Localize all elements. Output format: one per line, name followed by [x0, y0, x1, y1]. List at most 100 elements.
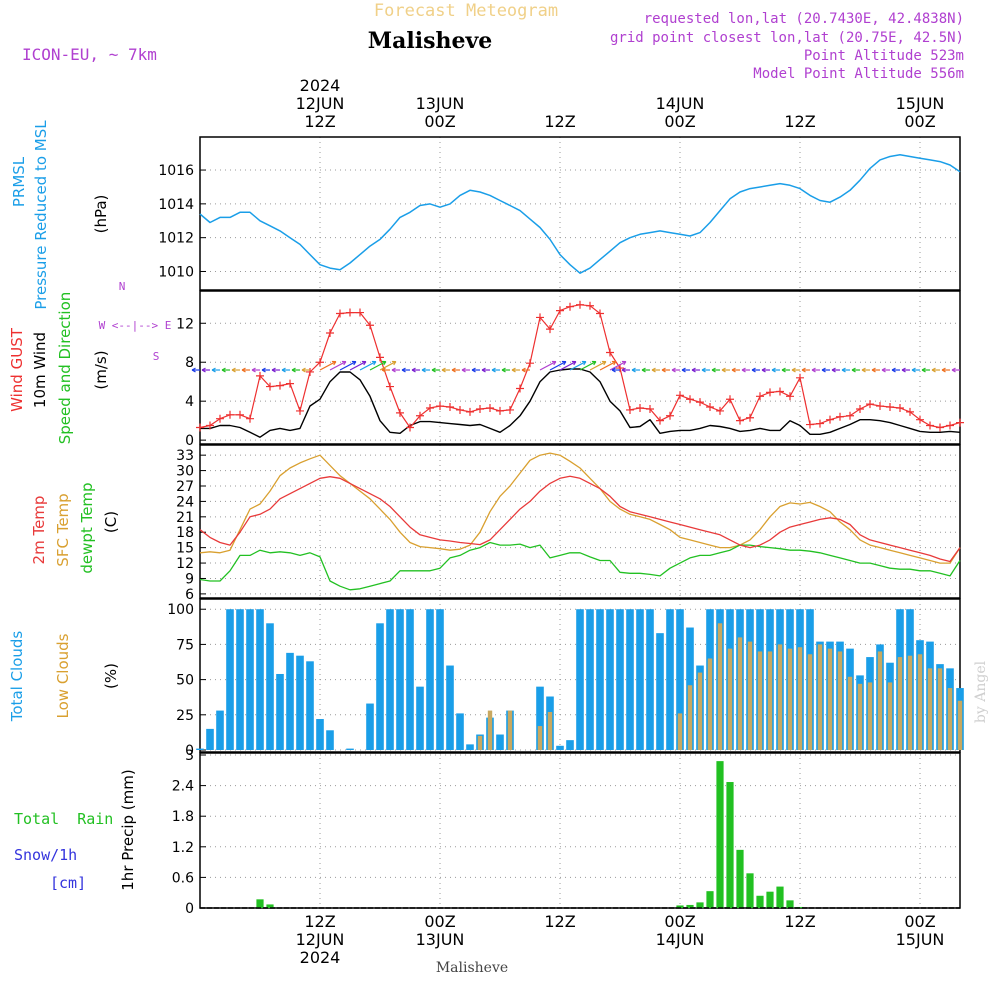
wind-gust-point	[526, 359, 534, 368]
top-time-label-5-1: 00Z	[904, 112, 935, 131]
wind-arrow-head	[741, 367, 746, 373]
wind-gust-point	[466, 407, 474, 416]
low-clouds-bar	[917, 654, 923, 750]
temp-ytick-label-1: 9	[185, 571, 194, 587]
bottom-time-label-3-0: 00Z	[664, 912, 695, 931]
wind-arrow-head	[861, 367, 866, 373]
top-time-label-0-2: 12Z	[304, 112, 335, 131]
low-clouds-bar	[727, 648, 733, 750]
low-clouds-bar	[937, 668, 943, 750]
wind-gust-point	[756, 392, 764, 401]
wind-direction-arrow	[539, 361, 557, 371]
wind-arrow-head	[261, 367, 266, 373]
bottom-time-label-1-0: 00Z	[424, 912, 455, 931]
total-clouds-bar	[346, 748, 354, 750]
wind-direction-arrow	[319, 361, 337, 371]
wind-gust-point	[246, 414, 254, 423]
rain-bar	[686, 904, 694, 908]
pressure-ytick-label-3: 1016	[158, 163, 194, 179]
wind-arrow-head	[701, 367, 706, 373]
location-title: Malisheve	[368, 28, 492, 54]
low-clouds-bar	[757, 651, 763, 750]
wind-gust-point	[866, 400, 874, 409]
total-clouds-bar	[536, 686, 544, 750]
wind-arrow-head	[421, 367, 426, 373]
wind-arrow-head	[291, 367, 296, 373]
wind-arrow-head	[641, 367, 646, 373]
total-clouds-bar	[446, 665, 454, 750]
t2m-label: 2m Temp	[30, 496, 48, 565]
total-clouds-bar	[396, 609, 404, 750]
top-time-label-0-1: 12JUN	[296, 94, 345, 113]
wind-arrow-head	[491, 367, 496, 373]
wind-arrow-head	[651, 367, 656, 373]
wind-arrow-head	[431, 367, 436, 373]
wind-gust-point	[576, 300, 584, 309]
wind-compass: N W <--|--> E S	[99, 280, 172, 363]
wind-gust-point	[926, 421, 934, 430]
top-time-label-5-0: 15JUN	[896, 94, 945, 113]
point-altitude: Point Altitude 523m	[804, 48, 964, 64]
total-clouds-bar	[606, 609, 614, 750]
wind-arrow-head	[811, 367, 816, 373]
total-clouds-bar	[236, 609, 244, 750]
wind-gust-point	[666, 411, 674, 420]
low-clouds-bar	[487, 710, 493, 750]
total-clouds-bar	[376, 623, 384, 750]
wind-direction-arrow	[569, 361, 587, 371]
wind-arrow-head	[191, 367, 196, 373]
wind-gust-point	[606, 348, 614, 357]
wind-gust-point	[946, 421, 954, 430]
total-clouds-bar	[416, 686, 424, 750]
pressure-prmsl-line	[199, 154, 961, 274]
wind-wind10m-line	[200, 368, 961, 438]
wind-gust-point	[776, 387, 784, 396]
wind-gust-point	[426, 403, 434, 412]
wind-arrow-head	[621, 367, 626, 373]
wind-gust-point	[706, 403, 714, 412]
total-clouds-bar	[276, 673, 284, 750]
total-clouds-bar	[286, 652, 294, 750]
wind-arrow-head	[381, 367, 386, 373]
wind-gust-point	[646, 404, 654, 413]
snow-unit: [cm]	[50, 874, 86, 892]
bottom-time-label-5-0: 00Z	[904, 912, 935, 931]
rain-bar	[266, 904, 274, 908]
rain-bar	[766, 891, 774, 908]
gust-label: Wind GUST	[8, 327, 26, 412]
wind-arrow-head	[921, 367, 926, 373]
wind-gust-point	[546, 325, 554, 334]
wind-gust-point	[936, 423, 944, 432]
precip-ytick-label-1: 0.6	[172, 870, 194, 886]
pressure-label-1: PRMSL	[10, 156, 28, 207]
wind-direction-arrow	[339, 361, 357, 371]
low-clouds-bar	[767, 651, 773, 750]
rain-label: Total Rain	[14, 810, 113, 828]
wind-gust-point	[306, 367, 314, 376]
compass-south: S	[153, 350, 160, 363]
wind-arrow-head	[691, 367, 696, 373]
bottom-time-label-0-1: 12JUN	[296, 930, 345, 949]
wind-arrow-head	[791, 367, 796, 373]
wind-arrow-head	[401, 367, 406, 373]
rain-bar	[696, 902, 704, 908]
wind-ytick-label-1: 4	[185, 394, 194, 410]
wind-arrow-head	[821, 367, 826, 373]
wind-gust-point	[796, 373, 804, 382]
wind-ytick-label-0: 0	[185, 433, 194, 449]
wind-gust-point	[616, 364, 624, 373]
low-clouds-bar	[777, 644, 783, 750]
wind-gust-point	[556, 306, 564, 315]
wind-arrow-head	[371, 360, 377, 366]
temp-tsfc-line	[199, 452, 961, 564]
total-clouds-bar	[596, 609, 604, 750]
wind-arrow-head	[351, 360, 357, 366]
low-clouds-bar	[927, 668, 933, 750]
total-clouds-bar	[216, 710, 224, 750]
wind-gust-point	[276, 381, 284, 390]
low-clouds-bar	[477, 735, 483, 750]
wind-arrow-head	[251, 367, 256, 373]
wind-gust-point	[566, 302, 574, 311]
wind-gust-point	[906, 407, 914, 416]
pressure-ytick-label-1: 1012	[158, 231, 194, 247]
